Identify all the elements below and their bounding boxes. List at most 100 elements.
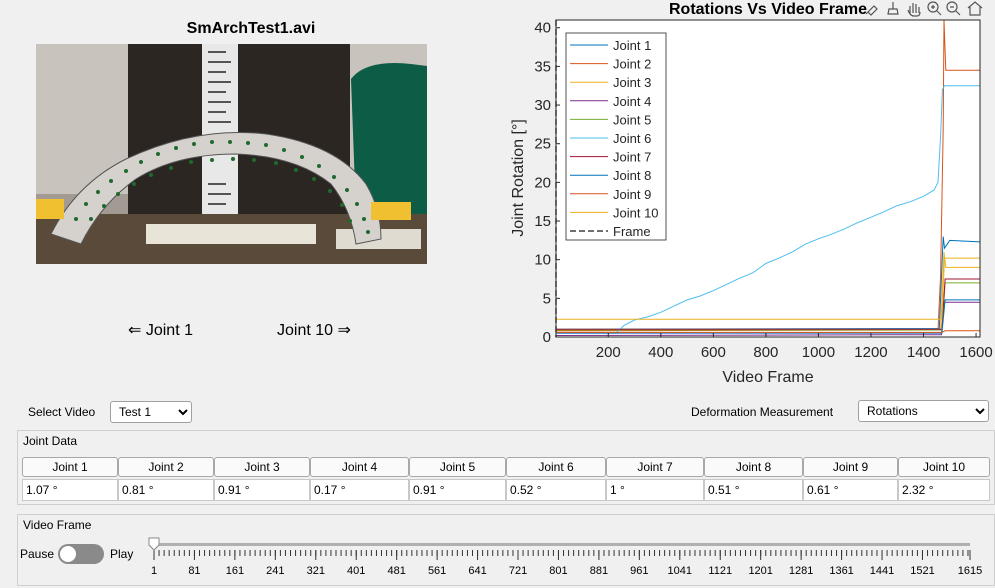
slider-tick-label: 641 — [468, 565, 486, 577]
table-cell-joint-2[interactable]: 0.81 ° — [118, 479, 214, 501]
brush-icon[interactable] — [887, 2, 899, 15]
deformation-measurement-dropdown[interactable]: Rotations — [858, 400, 989, 422]
legend-entry-label: Joint 7 — [613, 150, 651, 165]
y-tick-label: 20 — [534, 174, 551, 191]
y-tick-label: 40 — [534, 20, 551, 37]
slider-tick-label: 481 — [387, 565, 405, 577]
table-cell-joint-4[interactable]: 0.17 ° — [310, 479, 409, 501]
export-icon[interactable] — [865, 5, 878, 16]
y-tick-label: 35 — [534, 58, 551, 75]
pan-icon[interactable] — [907, 3, 921, 17]
slider-tick-label: 1041 — [668, 565, 692, 577]
table-header-joint-1[interactable]: Joint 1 — [22, 457, 118, 477]
video-frame-slider[interactable]: 1 81 161 241 321 401 481 561 641 721 801 881 961 1041… — [140, 532, 990, 584]
next-joint-button[interactable]: Joint 10 ⇒ — [277, 322, 351, 339]
series-line-joint-1 — [555, 236, 981, 330]
legend-entry-label: Joint 5 — [613, 112, 651, 127]
series-line-joint-7 — [556, 278, 980, 330]
video-frame-panel: Video Frame — [17, 514, 995, 586]
x-tick-label: 800 — [753, 344, 778, 361]
slider-tick-label: 1 — [151, 565, 157, 577]
rotation-chart: 200 400 600 800 1000 1200 1400 1600 0 5 10 15 20 25 30… — [510, 1, 993, 386]
legend-entry-label: Joint 6 — [613, 131, 651, 146]
y-tick-label: 0 — [543, 329, 551, 346]
x-tick-label: 1000 — [802, 344, 835, 361]
x-tick-label: 600 — [701, 344, 726, 361]
legend-entry-label: Joint 10 — [613, 205, 659, 220]
table-header-joint-2[interactable]: Joint 2 — [118, 457, 214, 477]
play-label: Play — [110, 547, 134, 561]
table-cell-joint-9[interactable]: 0.61 ° — [803, 479, 898, 501]
pause-label: Pause — [20, 547, 55, 561]
select-video-label: Select Video — [28, 405, 96, 419]
zoom-out-icon[interactable] — [946, 1, 961, 16]
table-cell-joint-10[interactable]: 2.32 ° — [898, 479, 990, 501]
table-header-joint-4[interactable]: Joint 4 — [310, 457, 409, 477]
slider-tick-label: 1615 — [958, 565, 982, 577]
home-icon[interactable] — [967, 1, 983, 16]
legend-entry-label: Joint 9 — [613, 187, 651, 202]
y-tick-label: 15 — [534, 213, 551, 230]
video-title: SmArchTest1.avi — [186, 20, 316, 37]
slider-thumb[interactable] — [148, 537, 160, 551]
slider-tick-label: 801 — [549, 565, 567, 577]
series-line-joint-10 — [556, 257, 980, 320]
zoom-in-icon[interactable] — [927, 1, 942, 16]
slider-tick-label: 1521 — [910, 565, 934, 577]
x-tick-label: 1600 — [959, 344, 992, 361]
slider-tick-label: 1201 — [748, 565, 772, 577]
x-tick-label: 200 — [596, 344, 621, 361]
chart-x-axis-label: Video Frame — [722, 369, 813, 386]
joint-data-title: Joint Data — [23, 434, 78, 448]
legend-entry-label: Joint 8 — [613, 168, 651, 183]
slider-tick-label: 721 — [509, 565, 527, 577]
prev-joint-button[interactable]: ⇐ Joint 1 — [128, 322, 193, 339]
slider-tick-label: 1441 — [870, 565, 894, 577]
legend-entry-label: Joint 2 — [613, 57, 651, 72]
series-line-joint-6 — [556, 85, 980, 334]
x-tick-label: 1200 — [854, 344, 887, 361]
chart-y-axis-label: Joint Rotation [°] — [510, 119, 527, 237]
table-cell-joint-7[interactable]: 1 ° — [606, 479, 704, 501]
chart-title: Rotations Vs Video Frame — [669, 1, 867, 18]
slider-tick-label: 81 — [188, 565, 200, 577]
toggle-knob[interactable] — [60, 546, 76, 562]
table-header-joint-6[interactable]: Joint 6 — [506, 457, 606, 477]
legend-entry-label: Joint 4 — [613, 94, 651, 109]
chart-legend: Joint 1 Joint 2 Joint 3 Joint 4 Joint 5 Joint… — [565, 32, 667, 241]
slider-tick-label: 1361 — [829, 565, 853, 577]
table-cell-joint-5[interactable]: 0.91 ° — [409, 479, 506, 501]
slider-tick-label: 1281 — [789, 565, 813, 577]
table-header-joint-9[interactable]: Joint 9 — [803, 457, 898, 477]
legend-entry-label: Joint 1 — [613, 38, 651, 53]
table-cell-joint-8[interactable]: 0.51 ° — [704, 479, 803, 501]
table-header-joint-7[interactable]: Joint 7 — [606, 457, 704, 477]
slider-tick-label: 1121 — [708, 565, 732, 577]
x-tick-label: 1400 — [907, 344, 940, 361]
table-header-joint-3[interactable]: Joint 3 — [214, 457, 310, 477]
video-frame-image — [36, 44, 427, 264]
slider-track[interactable] — [154, 543, 970, 546]
slider-tick-label: 401 — [347, 565, 365, 577]
series-line-joint-9 — [556, 330, 980, 333]
deformation-measurement-label: Deformation Measurement — [691, 405, 834, 419]
y-tick-label: 25 — [534, 136, 551, 153]
slider-tick-label: 881 — [590, 565, 608, 577]
table-header-joint-8[interactable]: Joint 8 — [704, 457, 803, 477]
y-tick-label: 30 — [534, 97, 551, 114]
series-line-joint-8 — [556, 299, 980, 334]
y-tick-label: 10 — [534, 252, 551, 269]
y-tick-label: 5 — [543, 290, 551, 307]
table-cell-joint-3[interactable]: 0.91 ° — [214, 479, 310, 501]
table-cell-joint-6[interactable]: 0.52 ° — [506, 479, 606, 501]
select-video-dropdown[interactable]: Test 1 — [110, 401, 192, 423]
slider-tick-label: 561 — [428, 565, 446, 577]
table-header-joint-5[interactable]: Joint 5 — [409, 457, 506, 477]
slider-tick-label: 241 — [266, 565, 284, 577]
table-cell-joint-1[interactable]: 1.07 ° — [22, 479, 118, 501]
legend-entry-label: Joint 3 — [613, 75, 651, 90]
slider-tick-label: 321 — [307, 565, 325, 577]
legend-entry-label: Frame — [613, 224, 651, 239]
x-tick-label: 400 — [648, 344, 673, 361]
table-header-joint-10[interactable]: Joint 10 — [898, 457, 990, 477]
